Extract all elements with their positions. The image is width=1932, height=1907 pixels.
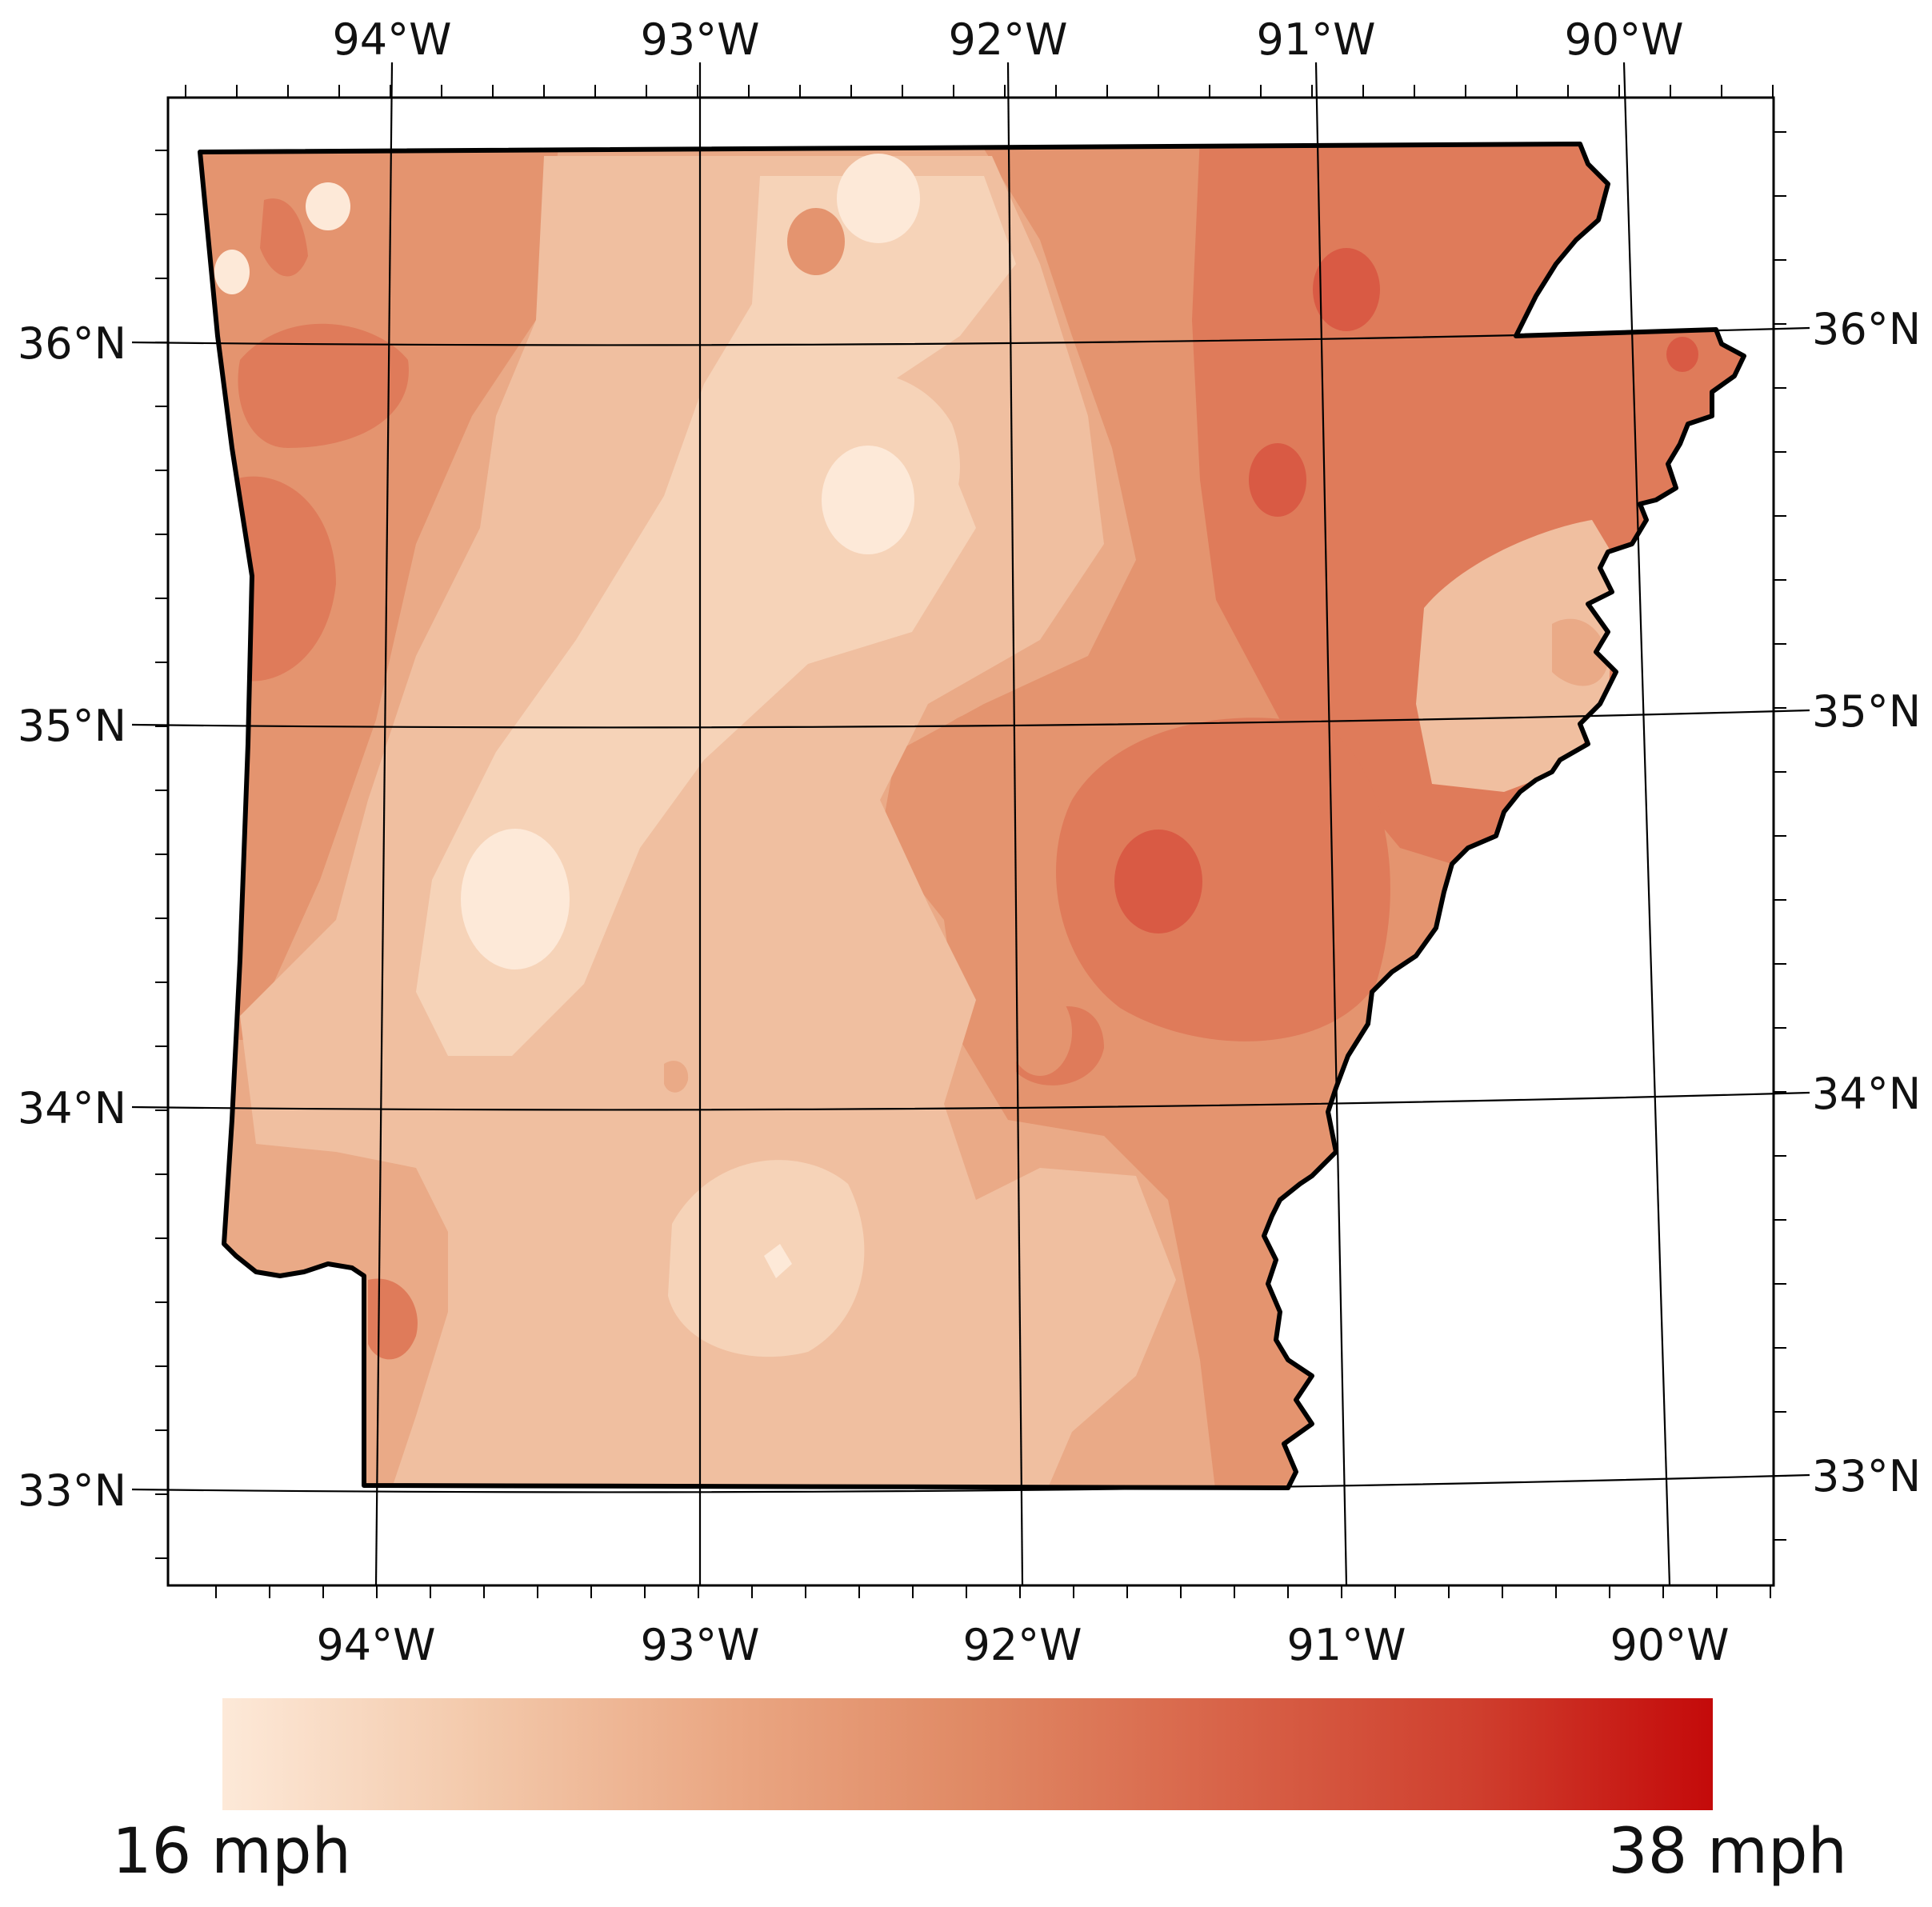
- parallel-35n: [131, 709, 1810, 729]
- meridian-92w: [1006, 62, 1024, 1586]
- legend-min-label: 16 mph: [112, 1816, 351, 1888]
- arkansas-border: [198, 142, 1746, 1490]
- bottom-label-91w: 91°W: [1286, 1620, 1406, 1670]
- meridian-90w: [1622, 62, 1671, 1586]
- frame-ticks: [155, 85, 1786, 1598]
- bottom-axis-labels: 94°W 93°W 92°W 91°W 90°W: [316, 1620, 1729, 1670]
- right-axis-labels: 36°N 35°N 34°N 33°N: [1812, 304, 1921, 1501]
- color-scale-bar: [222, 1698, 1713, 1810]
- left-label-33n: 33°N: [18, 1465, 126, 1516]
- left-label-36n: 36°N: [18, 318, 126, 369]
- meridian-94w: [374, 62, 394, 1586]
- parallel-34n: [131, 1091, 1810, 1111]
- meridian-91w: [1314, 62, 1348, 1586]
- graticule: [131, 62, 1810, 1586]
- top-label-92w: 92°W: [948, 14, 1067, 65]
- right-label-36n: 36°N: [1812, 304, 1921, 354]
- right-label-35n: 35°N: [1812, 686, 1921, 737]
- top-label-94w: 94°W: [332, 14, 451, 65]
- top-label-90w: 90°W: [1564, 14, 1683, 65]
- legend-max-label: 38 mph: [1608, 1816, 1847, 1888]
- left-label-35n: 35°N: [18, 701, 126, 751]
- parallel-33n: [131, 1473, 1810, 1493]
- parallel-36n: [131, 326, 1810, 346]
- top-label-93w: 93°W: [640, 14, 759, 65]
- left-label-34n: 34°N: [18, 1083, 126, 1133]
- left-axis-labels: 36°N 35°N 34°N 33°N: [18, 318, 126, 1516]
- right-label-34n: 34°N: [1812, 1069, 1921, 1119]
- right-label-33n: 33°N: [1812, 1451, 1921, 1501]
- bottom-label-94w: 94°W: [316, 1620, 435, 1670]
- bottom-label-93w: 93°W: [640, 1620, 759, 1670]
- bottom-label-90w: 90°W: [1610, 1620, 1729, 1670]
- top-label-91w: 91°W: [1256, 14, 1375, 65]
- bottom-label-92w: 92°W: [962, 1620, 1082, 1670]
- top-axis-labels: 94°W 93°W 92°W 91°W 90°W: [332, 14, 1683, 65]
